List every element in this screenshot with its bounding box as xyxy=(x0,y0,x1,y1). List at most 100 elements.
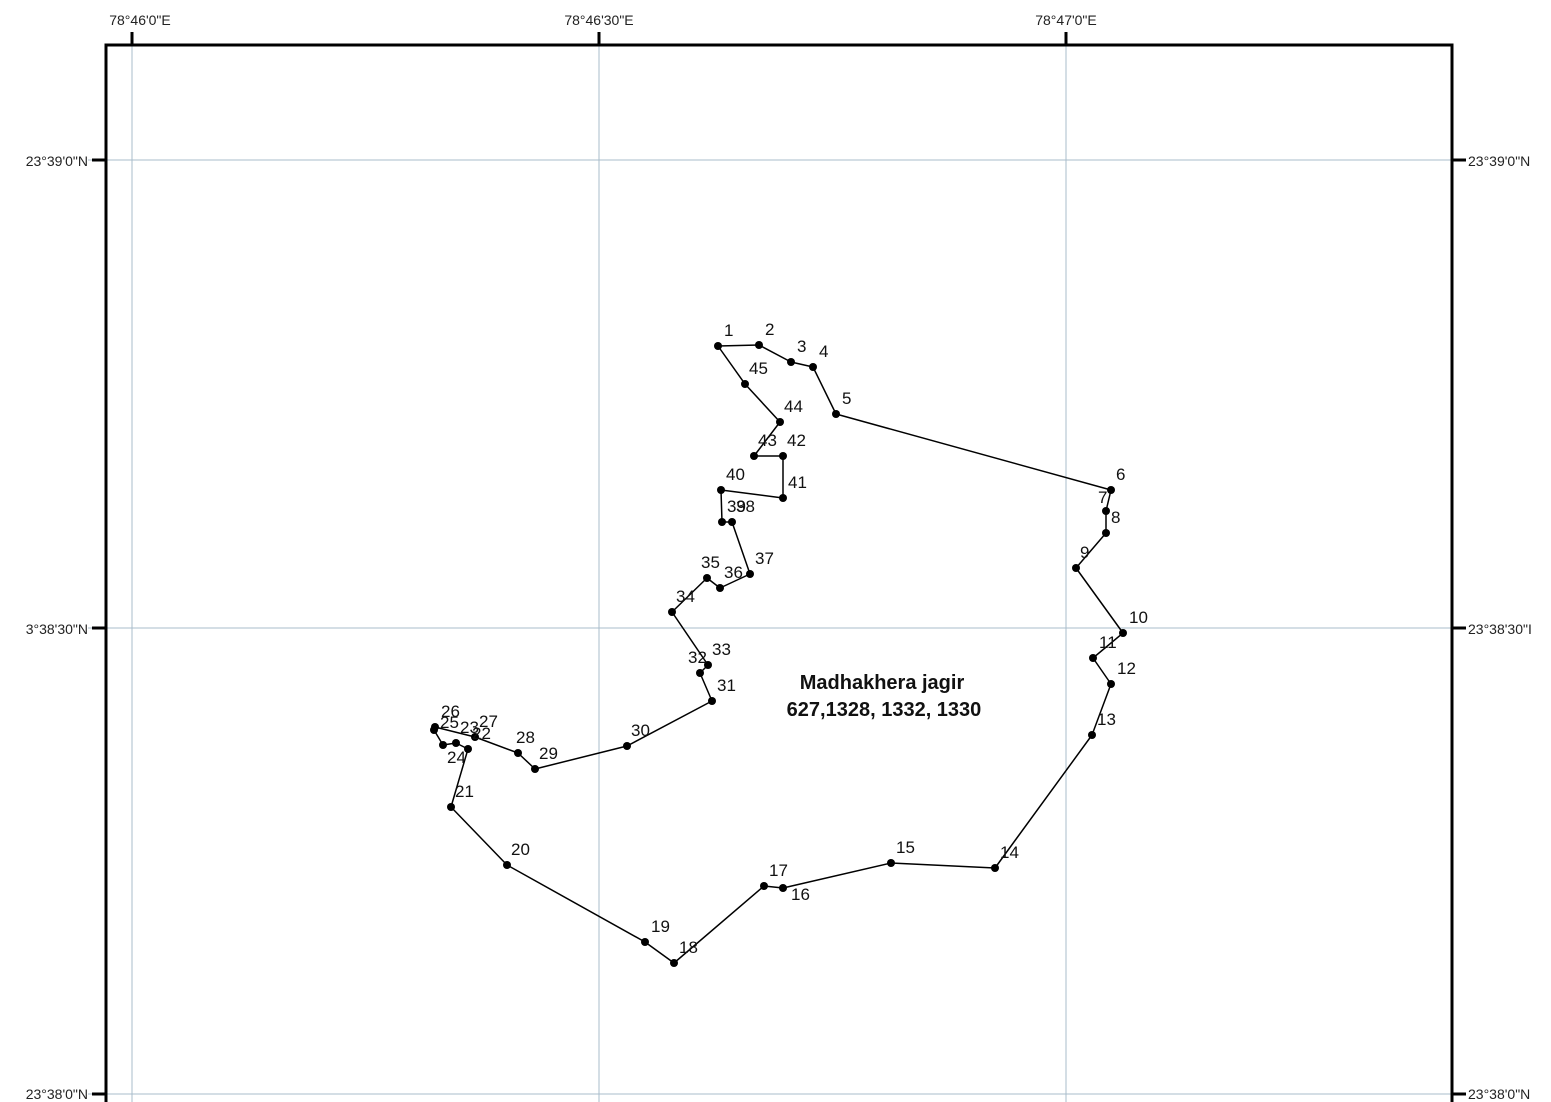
vertex-label: 23 xyxy=(460,718,479,737)
boundary-vertex xyxy=(668,608,676,616)
boundary-vertex xyxy=(447,803,455,811)
boundary-vertex xyxy=(746,570,754,578)
boundary-vertex xyxy=(1107,486,1115,494)
vertex-label: 14 xyxy=(1000,843,1019,862)
boundary-vertex xyxy=(464,745,472,753)
vertex-label: 1 xyxy=(724,321,733,340)
vertex-label: 22 xyxy=(472,724,491,743)
vertex-label: 34 xyxy=(676,587,695,606)
boundary-vertex xyxy=(1089,654,1097,662)
latitude-label-right: 23°38'0"N xyxy=(1468,1086,1530,1102)
boundary-vertex xyxy=(1102,529,1110,537)
vertex-label: 3 xyxy=(797,337,806,356)
vertex-label: 37 xyxy=(755,549,774,568)
boundary-vertex xyxy=(1119,629,1127,637)
vertex-label: 39 xyxy=(727,497,746,516)
boundary-vertex xyxy=(439,741,447,749)
boundary-vertex xyxy=(728,518,736,526)
boundary-vertex xyxy=(1107,680,1115,688)
vertex-labels: 1 23 4567891011121314151617181920212223242… xyxy=(440,320,1148,957)
boundary-line xyxy=(433,344,1124,964)
vertex-label: 41 xyxy=(788,473,807,492)
longitude-label: 78°46'30"E xyxy=(564,12,633,28)
vertex-label: 27 xyxy=(479,712,498,731)
longitude-label: 78°46'0"E xyxy=(109,12,171,28)
vertex-label: 36 xyxy=(724,563,743,582)
boundary-vertex xyxy=(503,861,511,869)
vertex-label: 17 xyxy=(769,861,788,880)
vertex-label: 40 xyxy=(726,465,745,484)
latitude-label-left: 23°39'0"N xyxy=(26,153,88,169)
vertex-label: 38 xyxy=(736,497,755,516)
vertex-label: 5 xyxy=(842,389,851,408)
boundary-vertex xyxy=(750,452,758,460)
boundary-vertex xyxy=(1102,507,1110,515)
parcel-boundary xyxy=(433,344,1124,964)
vertex-label: 19 xyxy=(651,917,670,936)
vertex-label: 11 xyxy=(1099,633,1117,652)
boundary-vertex xyxy=(787,358,795,366)
vertex-label: 15 xyxy=(896,838,915,857)
vertex-label: 12 xyxy=(1117,659,1136,678)
boundary-vertex xyxy=(531,765,539,773)
vertex-label: 2 xyxy=(765,320,774,339)
boundary-vertex xyxy=(452,739,460,747)
boundary-vertex xyxy=(703,574,711,582)
boundary-vertices xyxy=(430,341,1127,967)
boundary-vertex xyxy=(776,418,784,426)
boundary-vertex xyxy=(741,380,749,388)
boundary-vertex xyxy=(991,864,999,872)
boundary-vertex xyxy=(809,363,817,371)
latitude-label-left: 3°38'30"N xyxy=(26,621,88,637)
boundary-vertex xyxy=(779,884,787,892)
vertex-label: 8 xyxy=(1111,508,1120,527)
boundary-vertex xyxy=(641,938,649,946)
vertex-label: 35 xyxy=(701,553,720,572)
vertex-label: 25 xyxy=(440,713,459,732)
graticule xyxy=(88,42,1466,1102)
parcel-numbers: 627,1328, 1332, 1330 xyxy=(787,699,982,721)
latitude-label-left: 23°38'0"N xyxy=(26,1086,88,1102)
boundary-vertex xyxy=(704,661,712,669)
vertex-label: 43 xyxy=(758,431,777,450)
boundary-vertex xyxy=(471,733,479,741)
vertex-label: 16 xyxy=(791,885,810,904)
boundary-vertex xyxy=(514,749,522,757)
vertex-label: 7 xyxy=(1098,488,1107,507)
vertex-label: 13 xyxy=(1097,710,1116,729)
boundary-vertex xyxy=(716,584,724,592)
boundary-vertex xyxy=(1088,731,1096,739)
vertex-label: 42 xyxy=(787,431,806,450)
parcel-name: Madhakhera jagir xyxy=(800,672,965,694)
boundary-vertex xyxy=(714,342,722,350)
boundary-vertex xyxy=(1072,564,1080,572)
vertex-label: 4 xyxy=(819,342,828,361)
vertex-label: 24 xyxy=(447,748,466,767)
vertex-label: 21 xyxy=(455,782,474,801)
latitude-label-right: 23°39'0"N xyxy=(1468,153,1530,169)
boundary-vertex xyxy=(887,859,895,867)
vertex-label: 6 xyxy=(1116,465,1125,484)
vertex-label: 29 xyxy=(539,744,558,763)
vertex-label: 32 xyxy=(688,648,707,667)
vertex-label: 33 xyxy=(712,640,731,659)
vertex-label: 18 xyxy=(679,938,698,957)
boundary-vertex xyxy=(779,494,787,502)
boundary-vertex xyxy=(760,882,768,890)
vertex-label: 26 xyxy=(441,702,460,721)
boundary-vertex xyxy=(623,742,631,750)
boundary-vertex xyxy=(832,410,840,418)
boundary-vertex xyxy=(670,959,678,967)
frame-ticks xyxy=(92,32,1466,1096)
vertex-label: 45 xyxy=(749,359,768,378)
boundary-vertex xyxy=(431,723,439,731)
boundary-vertex xyxy=(755,341,763,349)
boundary-vertex xyxy=(718,518,726,526)
map-frame xyxy=(104,43,1454,1102)
boundary-vertex xyxy=(779,452,787,460)
vertex-label: 28 xyxy=(516,728,535,747)
vertex-label: 10 xyxy=(1129,608,1148,627)
vertex-label: 9 xyxy=(1080,543,1089,562)
boundary-vertex xyxy=(696,669,704,677)
